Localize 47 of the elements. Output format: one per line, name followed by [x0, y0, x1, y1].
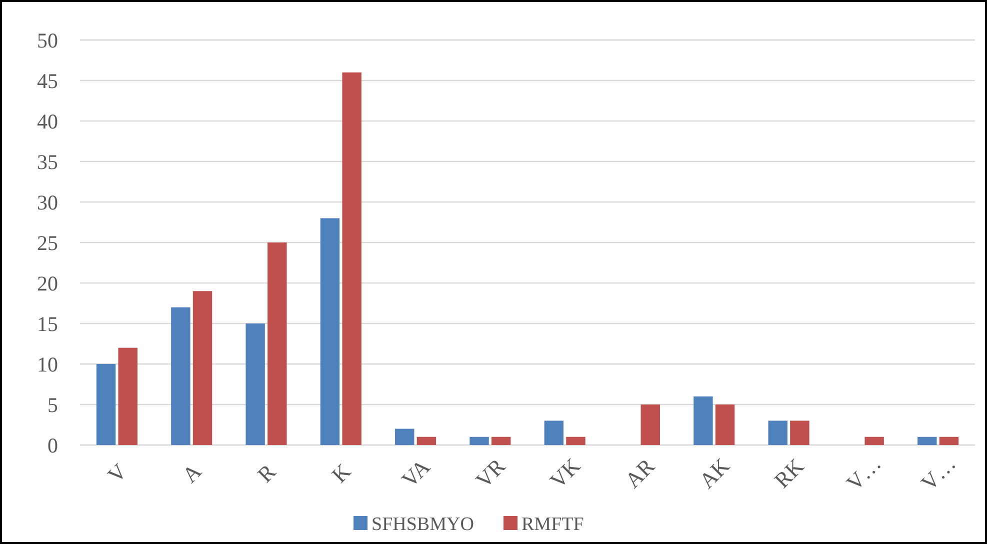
bar: [395, 428, 414, 445]
x-tick-label: V…: [916, 450, 960, 496]
bar: [566, 436, 586, 445]
x-tick-label: K: [326, 458, 356, 488]
y-tick-label: 30: [37, 190, 58, 214]
bar: [171, 307, 190, 445]
x-tick-label: AK: [694, 452, 734, 494]
x-tick-label: VK: [544, 452, 586, 494]
x-tick-label: A: [177, 458, 206, 488]
bar: [96, 364, 116, 445]
bar: [470, 436, 489, 445]
x-tick-label: AR: [620, 453, 660, 493]
bar: [939, 436, 959, 445]
bar: [768, 420, 788, 445]
bar: [118, 348, 138, 445]
y-tick-label: 45: [37, 68, 58, 93]
bar: [491, 436, 511, 445]
bar: [790, 420, 810, 445]
bar: [246, 324, 265, 445]
legend-label: SFHSBMYO: [372, 514, 474, 535]
y-tick-label: 50: [37, 28, 58, 52]
legend-label: RMFTF: [522, 514, 584, 535]
x-tick-label: VR: [470, 453, 510, 493]
y-tick-label: 20: [37, 271, 58, 296]
bar: [342, 72, 362, 445]
x-tick-label: V…: [841, 450, 886, 496]
y-tick-label: 0: [48, 433, 58, 458]
bar: [320, 218, 340, 445]
bar: [694, 396, 713, 445]
y-tick-label: 5: [48, 392, 58, 417]
bar: [416, 436, 436, 445]
y-tick-label: 40: [37, 109, 58, 134]
y-tick-label: 35: [37, 150, 58, 174]
y-tick-label: 25: [37, 230, 58, 255]
bar: [192, 291, 212, 445]
x-tick-label: R: [252, 458, 281, 488]
y-tick-label: 10: [37, 352, 58, 376]
bar: [918, 436, 937, 445]
x-tick-label: VA: [396, 454, 435, 492]
bar: [715, 404, 735, 445]
y-tick-label: 15: [37, 312, 58, 336]
bar: [864, 436, 884, 445]
x-tick-label: V: [102, 458, 132, 488]
x-tick-label: RK: [769, 453, 809, 493]
bar: [544, 420, 564, 445]
bar: [268, 242, 287, 445]
bar: [640, 404, 660, 445]
